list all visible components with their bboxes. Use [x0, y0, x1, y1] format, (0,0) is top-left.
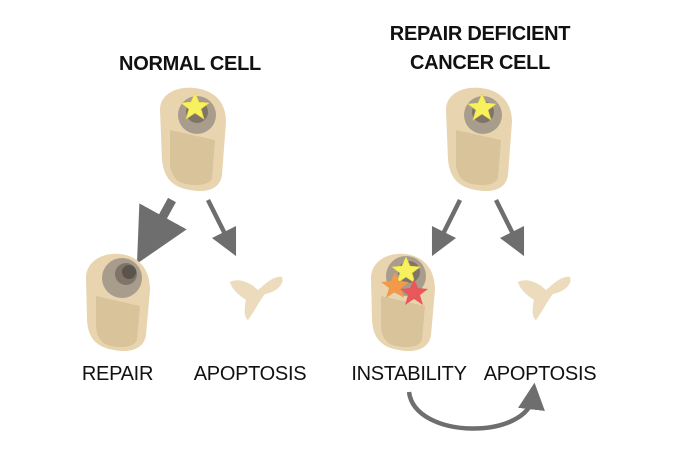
normal-cell [160, 87, 226, 192]
apoptotic-fragment [230, 276, 283, 320]
label-repair: REPAIR [81, 363, 154, 385]
title-cancer-cell: CANCER CELL [409, 52, 551, 74]
arrow-to-apoptosis-left [205, 198, 237, 257]
cell-inner [170, 130, 215, 186]
nucleolus [122, 265, 136, 279]
arrow-to-apoptosis-right [493, 198, 525, 257]
label-apoptosis-right: APOPTOSIS [483, 363, 597, 385]
arrow-to-instability [431, 198, 463, 257]
label-instability: INSTABILITY [351, 363, 467, 385]
apoptotic-fragment [518, 276, 571, 320]
arrow-to-repair [136, 197, 187, 264]
title-normal-cell: NORMAL CELL [119, 53, 261, 75]
star-icon [400, 279, 428, 305]
title-repair-deficient: REPAIR DEFICIENT [389, 23, 571, 45]
star-icon [467, 93, 497, 121]
cell-inner [96, 296, 140, 348]
instability-cell [371, 253, 435, 352]
curved-arrow [406, 382, 545, 431]
star-icon [381, 272, 409, 298]
repair-cell [86, 253, 150, 352]
cell-inner [456, 130, 501, 186]
star-icon [391, 256, 421, 284]
label-apoptosis-left: APOPTOSIS [193, 363, 307, 385]
repair-deficient-cell [446, 87, 512, 192]
cell-inner [381, 296, 425, 348]
star-icon [180, 92, 210, 120]
